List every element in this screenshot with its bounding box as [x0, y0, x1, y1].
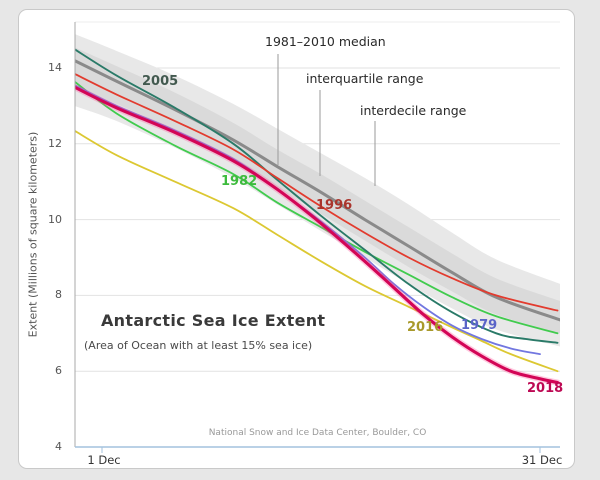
series-line-1982: [75, 80, 559, 335]
series-line-1979: [75, 84, 541, 356]
series-line-2016: [75, 129, 559, 373]
series-line-1996: [75, 73, 559, 312]
series-label-1979: 1979: [461, 318, 498, 333]
chart-title: Antarctic Sea Ice Extent: [101, 311, 326, 330]
annotation-label-2: interdecile range: [360, 103, 467, 118]
chart-subtitle: (Area of Ocean with at least 15% sea ice…: [84, 339, 313, 352]
series-line-2018: [75, 85, 560, 385]
series-label-1982: 1982: [221, 174, 258, 189]
credit-text: National Snow and Ice Data Center, Bould…: [208, 428, 427, 438]
series-label-1996: 1996: [316, 198, 353, 213]
y-tick-label-6: 6: [55, 364, 62, 378]
y-axis-title: Extent (Millions of square kilometers): [26, 131, 40, 338]
annotation-label-0: 1981–2010 median: [265, 34, 386, 49]
series-label-2018: 2018: [527, 381, 564, 396]
y-tick-label-14: 14: [48, 61, 62, 74]
series-label-2016: 2016: [407, 320, 444, 335]
series-label-2005: 2005: [142, 74, 179, 89]
series-line-2005: [75, 48, 559, 344]
y-tick-label-10: 10: [48, 212, 62, 226]
y-tick-label-12: 12: [48, 136, 62, 150]
x-tick-label-31-Dec: 31 Dec: [521, 453, 563, 467]
y-tick-label-4: 4: [55, 440, 62, 453]
x-tick-label-1-Dec: 1 Dec: [87, 453, 121, 467]
annotation-label-1: interquartile range: [306, 71, 424, 86]
median-line: [75, 59, 560, 322]
y-tick-label-8: 8: [55, 288, 62, 302]
plot-area: [75, 34, 560, 386]
